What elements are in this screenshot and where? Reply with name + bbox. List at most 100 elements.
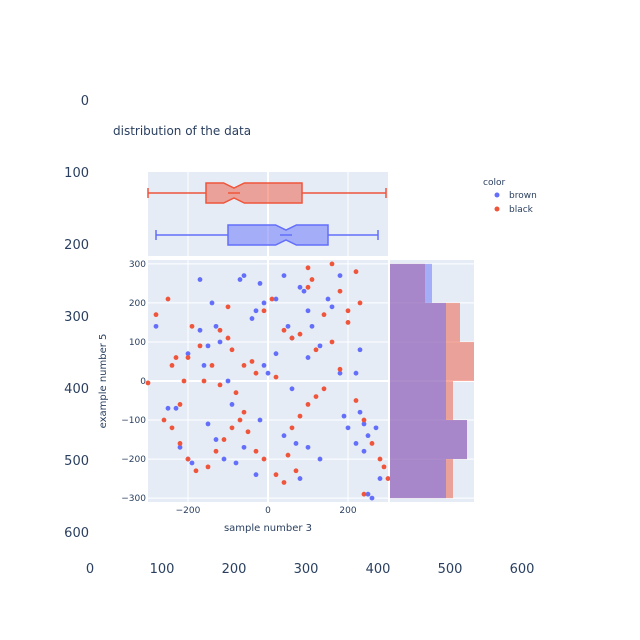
- scatter-point-black[interactable]: [209, 362, 215, 368]
- scatter-point-black[interactable]: [269, 296, 275, 302]
- scatter-point-black[interactable]: [145, 380, 151, 386]
- scatter-point-black[interactable]: [313, 394, 319, 400]
- scatter-point-black[interactable]: [161, 417, 167, 423]
- scatter-point-black[interactable]: [205, 464, 211, 470]
- scatter-point-black[interactable]: [153, 312, 159, 318]
- scatter-point-black[interactable]: [361, 417, 367, 423]
- scatter-point-brown[interactable]: [153, 323, 159, 329]
- legend-item-black[interactable]: black: [494, 205, 534, 215]
- scatter-point-brown[interactable]: [377, 476, 383, 481]
- scatter-point-black[interactable]: [313, 347, 319, 353]
- scatter-point-black[interactable]: [285, 452, 291, 458]
- scatter-point-brown[interactable]: [301, 288, 307, 294]
- scatter-point-brown[interactable]: [341, 413, 347, 419]
- scatter-point-brown[interactable]: [317, 456, 323, 462]
- scatter-point-brown[interactable]: [361, 421, 367, 427]
- scatter-point-black[interactable]: [345, 308, 351, 314]
- scatter-point-brown[interactable]: [217, 339, 223, 345]
- scatter-point-brown[interactable]: [273, 351, 279, 357]
- scatter-point-brown[interactable]: [369, 495, 375, 501]
- scatter-point-brown[interactable]: [357, 347, 363, 353]
- scatter-point-brown[interactable]: [185, 351, 191, 357]
- scatter-point-black[interactable]: [217, 382, 223, 388]
- scatter-point-black[interactable]: [221, 437, 227, 442]
- scatter-point-black[interactable]: [329, 261, 335, 267]
- scatter-point-black[interactable]: [273, 472, 279, 478]
- scatter-point-black[interactable]: [173, 355, 179, 360]
- scatter-point-brown[interactable]: [281, 273, 287, 279]
- scatter-point-black[interactable]: [337, 366, 343, 372]
- scatter-point-brown[interactable]: [261, 300, 267, 306]
- scatter-point-brown[interactable]: [249, 316, 255, 321]
- scatter-point-brown[interactable]: [373, 425, 379, 431]
- scatter-point-black[interactable]: [225, 335, 231, 341]
- scatter-point-brown[interactable]: [265, 370, 271, 376]
- scatter-point-brown[interactable]: [229, 402, 235, 407]
- hist-bar-brown[interactable]: [390, 263, 432, 303]
- scatter-point-brown[interactable]: [225, 378, 231, 384]
- scatter-point-brown[interactable]: [165, 405, 171, 411]
- scatter-point-brown[interactable]: [297, 476, 303, 481]
- scatter-point-brown[interactable]: [221, 456, 227, 462]
- scatter-point-black[interactable]: [181, 378, 187, 384]
- scatter-point-black[interactable]: [245, 429, 251, 435]
- scatter-point-brown[interactable]: [289, 386, 295, 392]
- hist-bar-brown[interactable]: [390, 459, 446, 499]
- scatter-point-black[interactable]: [305, 265, 311, 271]
- scatter-point-brown[interactable]: [317, 343, 323, 349]
- scatter-point-black[interactable]: [169, 362, 175, 368]
- scatter-point-brown[interactable]: [253, 308, 259, 314]
- hist-bar-brown[interactable]: [390, 381, 446, 421]
- scatter-point-black[interactable]: [213, 448, 219, 454]
- scatter-point-black[interactable]: [169, 425, 175, 431]
- box-black[interactable]: [147, 182, 387, 204]
- scatter-point-black[interactable]: [261, 308, 267, 314]
- scatter-point-black[interactable]: [229, 347, 235, 353]
- scatter-point-black[interactable]: [273, 374, 279, 380]
- box-brown[interactable]: [155, 224, 379, 246]
- scatter-point-black[interactable]: [361, 491, 367, 497]
- scatter-point-brown[interactable]: [297, 284, 303, 290]
- scatter-point-brown[interactable]: [353, 370, 359, 376]
- scatter-point-black[interactable]: [297, 413, 303, 419]
- scatter-point-black[interactable]: [309, 277, 315, 282]
- scatter-point-brown[interactable]: [273, 296, 279, 302]
- scatter-point-black[interactable]: [329, 339, 335, 345]
- legend-item-brown[interactable]: brown: [494, 191, 537, 201]
- scatter-point-brown[interactable]: [205, 421, 211, 427]
- scatter-point-black[interactable]: [185, 355, 191, 360]
- scatter-point-black[interactable]: [261, 456, 267, 462]
- scatter-point-black[interactable]: [321, 312, 327, 318]
- scatter-point-black[interactable]: [293, 468, 299, 474]
- scatter-point-black[interactable]: [281, 480, 287, 485]
- scatter-point-brown[interactable]: [233, 460, 239, 466]
- hist-bar-brown[interactable]: [390, 302, 446, 342]
- scatter-point-brown[interactable]: [201, 362, 207, 368]
- scatter-point-black[interactable]: [177, 402, 183, 407]
- scatter-point-brown[interactable]: [177, 444, 183, 450]
- scatter-point-black[interactable]: [253, 448, 259, 454]
- scatter-point-brown[interactable]: [285, 323, 291, 329]
- scatter-point-brown[interactable]: [261, 362, 267, 368]
- scatter-point-black[interactable]: [289, 335, 295, 341]
- scatter-point-brown[interactable]: [325, 296, 331, 302]
- scatter-point-black[interactable]: [177, 441, 183, 446]
- scatter-point-black[interactable]: [345, 320, 351, 325]
- scatter-point-black[interactable]: [321, 386, 327, 392]
- scatter-point-black[interactable]: [193, 468, 199, 474]
- scatter-point-black[interactable]: [217, 327, 223, 333]
- scatter-point-black[interactable]: [353, 398, 359, 403]
- scatter-point-brown[interactable]: [365, 491, 371, 497]
- scatter-point-black[interactable]: [369, 441, 375, 446]
- scatter-point-brown[interactable]: [305, 355, 311, 360]
- scatter-point-black[interactable]: [165, 296, 171, 302]
- scatter-point-brown[interactable]: [253, 472, 259, 478]
- hist-bar-brown[interactable]: [390, 420, 467, 460]
- scatter-point-black[interactable]: [237, 417, 243, 423]
- scatter-point-brown[interactable]: [361, 448, 367, 454]
- scatter-point-black[interactable]: [337, 288, 343, 294]
- scatter-point-black[interactable]: [289, 425, 295, 431]
- scatter-point-black[interactable]: [233, 390, 239, 396]
- scatter-point-black[interactable]: [385, 476, 391, 481]
- scatter-point-brown[interactable]: [353, 441, 359, 446]
